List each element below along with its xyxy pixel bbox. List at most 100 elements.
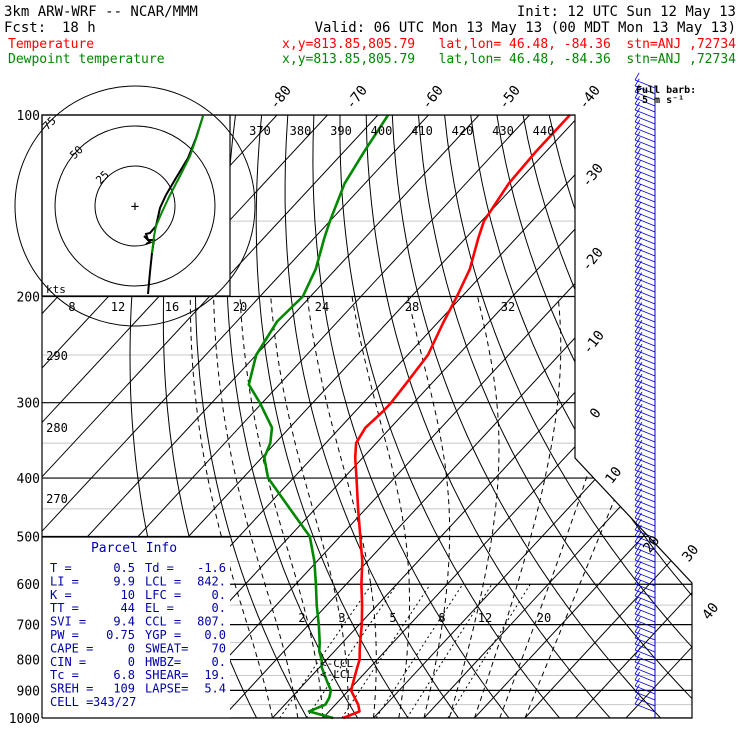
moist-adiabat	[408, 297, 450, 719]
parcel-info-value: 6.8	[113, 668, 135, 682]
isotherm-tick-label: -10	[580, 328, 608, 358]
isotherm-tick-label: -80	[267, 83, 295, 113]
moist-adiabat	[271, 297, 349, 719]
wind-barb	[635, 611, 655, 628]
parcel-info-label: SHEAR=	[145, 668, 188, 682]
parcel-info-value: -1.6	[197, 561, 226, 575]
wind-barb	[635, 161, 655, 178]
valid-time: Valid: 06 UTC Mon 13 May 13 (00 MDT Mon …	[315, 20, 736, 36]
wind-barb	[635, 126, 655, 142]
moist-adiabat	[475, 297, 561, 719]
parcel-info-label: LFC =	[145, 588, 181, 602]
wind-barb	[635, 108, 655, 124]
parcel-info-label: CELL =	[50, 695, 93, 709]
parcel-info-label: LI =	[50, 574, 79, 588]
parcel-info-label: LAPSE=	[145, 682, 188, 696]
dry-adiabat	[471, 115, 740, 718]
hodograph-units: kts	[46, 283, 66, 296]
parcel-info-value: 19.	[204, 668, 226, 682]
pressure-tick-label: 400	[17, 472, 40, 487]
dry-adiabat	[654, 115, 740, 718]
theta-tick-label: 380	[290, 124, 312, 138]
dry-adiabat	[680, 115, 740, 718]
parcel-info-value: 9.4	[113, 615, 135, 629]
sounding-profiles	[249, 115, 570, 718]
mixing-ratio-label: 20	[537, 611, 551, 625]
pressure-tick-label: 1000	[9, 712, 40, 727]
wind-barb	[635, 202, 655, 220]
model-title: 3km ARW-WRF -- NCAR/MMM	[4, 4, 198, 20]
dry-adiabat	[256, 115, 408, 718]
wind-barb	[635, 178, 655, 196]
wind-barb	[635, 131, 655, 148]
pressure-tick-label: 300	[17, 397, 40, 412]
parcel-info-value: 0.75	[106, 628, 135, 642]
parcel-info-value: 807.	[197, 615, 226, 629]
wind-barb	[635, 143, 655, 160]
parcel-info-label: SWEAT=	[145, 641, 188, 655]
dewpoint-legend: Dewpoint temperature	[8, 52, 165, 67]
forecast-label: Fcst:	[4, 20, 46, 36]
mixing-ratio-label: 12	[478, 611, 492, 625]
wind-barb	[635, 647, 655, 664]
parcel-info-label: LCL =	[145, 574, 181, 588]
parcel-info-label: HWBZ=	[145, 655, 181, 669]
parcel-info-value: 44	[121, 601, 135, 615]
pressure-tick-label: 800	[17, 654, 40, 669]
isotherm	[626, 115, 740, 718]
isotherm	[172, 115, 732, 718]
parcel-info-value: 70	[212, 641, 226, 655]
parcel-info-value: 10	[121, 588, 135, 602]
mixing-ratio-line	[376, 584, 463, 718]
parcel-info-value: 343/27	[93, 695, 136, 709]
isotherm-tick-label: -20	[579, 245, 607, 275]
moist-adiabat	[449, 297, 499, 719]
moist-adiabat	[525, 297, 692, 719]
isotherm-tick-label: -70	[343, 83, 371, 113]
wind-barb	[635, 137, 655, 154]
upper-scale-label: 28	[405, 300, 419, 314]
upper-scale-label: 16	[165, 300, 179, 314]
isotherm-tick-label: 10	[602, 464, 625, 487]
isotherm-tick-label: -30	[579, 161, 607, 191]
dry-adiabat	[549, 115, 740, 718]
parcel-info-value: 9.9	[113, 574, 135, 588]
pressure-tick-label: 200	[17, 291, 40, 306]
theta-tick-label: 370	[249, 124, 271, 138]
isotherm-tick-label: 40	[699, 600, 722, 623]
upper-scale-label: 24	[315, 300, 329, 314]
parcel-info-label: SREH =	[50, 682, 93, 696]
parcel-info-value: 0.	[212, 655, 226, 669]
parcel-info-label: TT =	[50, 601, 79, 615]
temperature-legend: Temperature	[8, 37, 94, 52]
parcel-info-label: EL =	[145, 601, 174, 615]
wind-barb	[635, 623, 655, 640]
mixing-ratio-label: 8	[438, 611, 445, 625]
parcel-info-label: YGP =	[145, 628, 181, 642]
wind-barbs	[635, 73, 655, 718]
pressure-tick-label: 100	[17, 109, 40, 124]
parcel-info-value: 0	[128, 641, 135, 655]
wind-barb	[635, 167, 655, 184]
barb-legend-units: 5 m s⁻¹	[642, 95, 684, 106]
dry-adiabat	[392, 115, 660, 718]
dewpoint-profile	[249, 115, 388, 718]
temperature-location: x,y=813.85,805.79 lat,lon= 46.48, -84.36…	[282, 37, 736, 52]
upper-scale-label: 20	[233, 300, 247, 314]
parcel-info-label: SVI =	[50, 615, 86, 629]
wind-barb	[635, 114, 655, 130]
mixing-ratio-label: 2	[298, 611, 305, 625]
parcel-info-label: T =	[50, 561, 72, 575]
theta-tick-label: 410	[411, 124, 433, 138]
wind-barb	[635, 184, 655, 202]
parcel-info-value: 842.	[197, 574, 226, 588]
parcel-info-title: Parcel Info	[91, 541, 177, 556]
wind-barb	[635, 208, 655, 226]
dry-adiabat	[226, 115, 357, 718]
wind-barb	[635, 666, 655, 682]
parcel-info-value: 0.5	[113, 561, 135, 575]
mixing-ratio-label: 5	[389, 611, 396, 625]
parcel-info-label: CAPE =	[50, 641, 93, 655]
parcel-info-value: 5.4	[204, 682, 226, 696]
